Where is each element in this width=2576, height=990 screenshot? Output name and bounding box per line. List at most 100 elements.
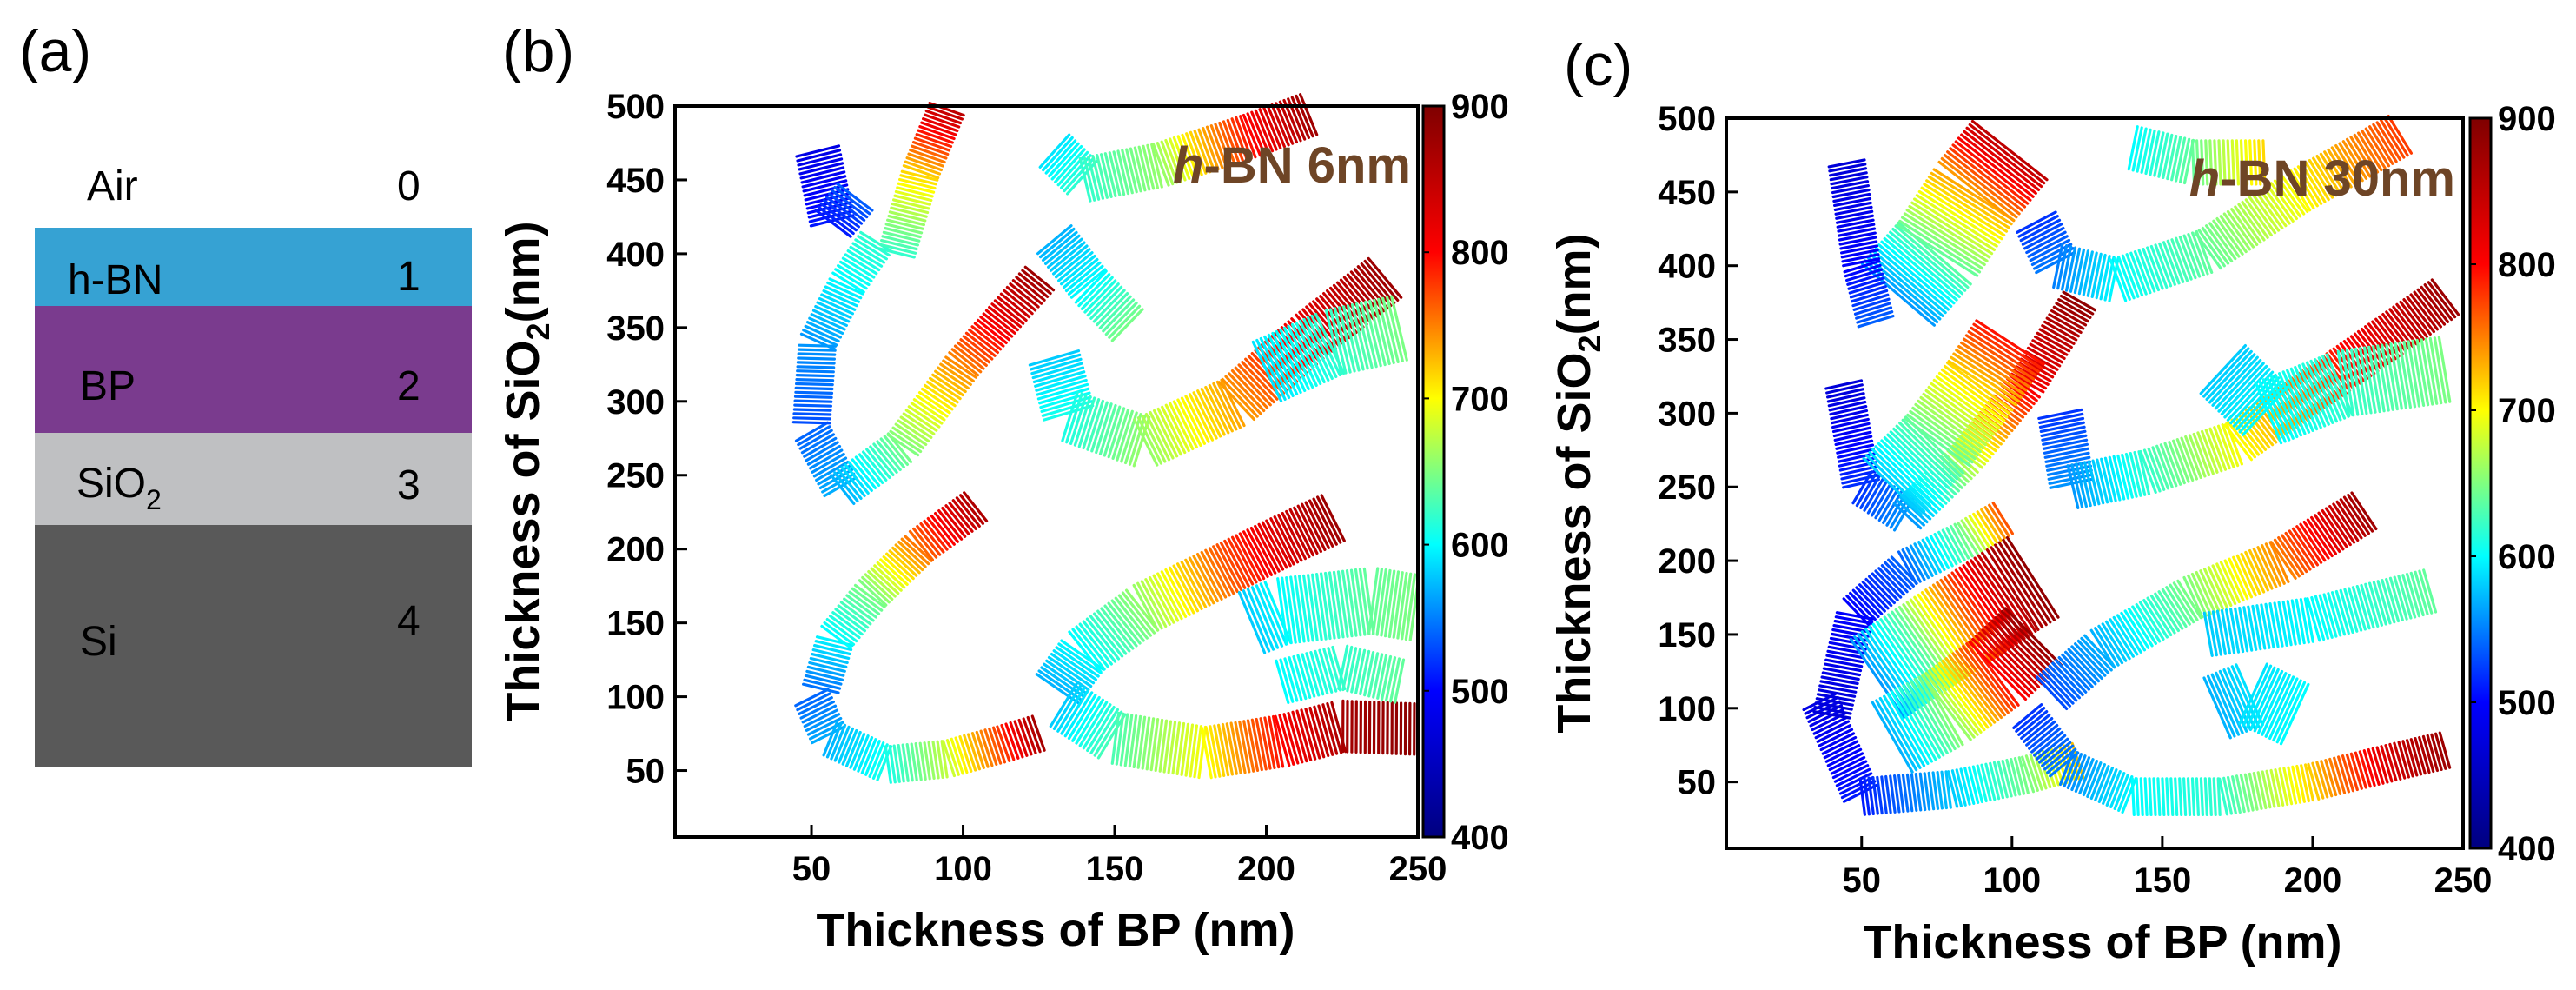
panel-c-band-5-hatch bbox=[2190, 572, 2212, 615]
panel-c-band-9-hatch bbox=[1866, 256, 1942, 321]
panel-c-band-9-hatch bbox=[1960, 133, 2037, 195]
panel-b-band-0-hatch bbox=[852, 734, 870, 771]
panel-c-band-11-hatch bbox=[2139, 449, 2157, 495]
panel-b-band-7-hatch bbox=[814, 305, 851, 323]
panel-b-band-13-hatch bbox=[1242, 113, 1262, 157]
panel-b-band-7-hatch bbox=[792, 412, 832, 416]
panel-b-band-10-hatch bbox=[1110, 308, 1144, 342]
panel-c-band-13-hatch bbox=[2166, 239, 2185, 283]
panel-b-band-10-hatch bbox=[1043, 234, 1081, 265]
panel-b-band-7-hatch bbox=[793, 403, 833, 408]
panel-c-band-11-hatch bbox=[2066, 464, 2080, 510]
panel-b-band-13-hatch bbox=[1218, 121, 1236, 165]
panel-b-band-6-hatch bbox=[923, 383, 957, 408]
panel-b-band-6-hatch bbox=[865, 448, 891, 480]
panel-b-band-12-hatch bbox=[882, 230, 921, 243]
panel-b-band-8-hatch bbox=[1116, 409, 1134, 462]
panel-b-band-7-hatch bbox=[793, 399, 833, 403]
panel-b-band-6-hatch bbox=[993, 299, 1025, 325]
panel-b-band-12-hatch bbox=[885, 218, 924, 230]
panel-b-y-tick-label: 300 bbox=[606, 383, 665, 422]
panel-b-band-3-hatch bbox=[1071, 695, 1101, 742]
panel-c-band-5-hatch bbox=[2061, 653, 2094, 688]
panel-c-band-2-hatch bbox=[1887, 613, 1944, 694]
panel-c-band-0-hatch bbox=[1824, 744, 1861, 763]
panel-c-band-0-hatch bbox=[1980, 763, 1992, 802]
panel-c-band-2-hatch bbox=[1990, 546, 2044, 629]
panel-c-band-4-hatch bbox=[2227, 775, 2237, 814]
panel-c-band-15-hatch bbox=[2140, 128, 2152, 174]
panel-c-band-5-hatch bbox=[2035, 675, 2069, 711]
panel-c-band-13-hatch bbox=[2293, 167, 2319, 208]
panel-c-band-4-hatch bbox=[2212, 777, 2217, 817]
panel-b-band-8-hatch bbox=[1082, 398, 1101, 450]
panel-b-band-8-hatch bbox=[1136, 416, 1163, 465]
panel-c-heatmap-bands bbox=[1802, 115, 2460, 817]
panel-c-band-6-hatch bbox=[2234, 607, 2245, 654]
panel-c-band-12-hatch bbox=[1844, 263, 1882, 278]
panel-c-band-4-hatch bbox=[2102, 767, 2118, 806]
panel-c-band-10-hatch bbox=[1862, 456, 1923, 516]
panel-b-band-9-hatch bbox=[1267, 333, 1299, 395]
panel-b-band-9-hatch bbox=[1279, 328, 1310, 390]
panel-c-band-10-hatch bbox=[1922, 392, 1990, 443]
panel-b-band-3-hatch bbox=[1242, 720, 1255, 773]
panel-b-band-12-hatch bbox=[887, 215, 926, 227]
panel-c-band-4-hatch bbox=[2066, 753, 2083, 790]
panel-c-band-9-hatch bbox=[1898, 219, 1982, 274]
panel-b-band-7-hatch bbox=[808, 316, 844, 335]
panel-c-colorbar-tick-label: 500 bbox=[2498, 684, 2556, 722]
panel-b-band-5-hatch bbox=[1305, 652, 1321, 697]
panel-c-band-8-hatch bbox=[1871, 482, 1892, 517]
panel-c-band-10-hatch bbox=[1960, 341, 2030, 389]
panel-b-band-8-hatch bbox=[1031, 362, 1083, 380]
panel-b-band-4-hatch bbox=[1349, 568, 1362, 637]
panel-b-band-3-hatch bbox=[1229, 721, 1242, 775]
panel-c-band-8-hatch bbox=[1841, 474, 1880, 485]
panel-b-band-8-hatch bbox=[1073, 395, 1092, 447]
panel-c-band-13-hatch bbox=[2334, 143, 2361, 184]
panel-b-band-2-hatch bbox=[1052, 649, 1098, 681]
panel-c-band-6-hatch bbox=[2401, 574, 2417, 619]
panel-c-band-15-hatch bbox=[2222, 139, 2227, 186]
panel-c-band-11-hatch bbox=[2420, 285, 2450, 323]
panel-b-band-2-hatch bbox=[1304, 501, 1331, 549]
panel-c-band-14-hatch bbox=[2261, 378, 2291, 442]
panel-c-band-4-hatch bbox=[2094, 764, 2110, 802]
panel-c-band-6-hatch bbox=[2295, 598, 2306, 645]
panel-c-band-11-hatch bbox=[2192, 432, 2211, 477]
panel-c-band-9-hatch bbox=[1946, 150, 2023, 212]
panel-c-band-4-hatch bbox=[2203, 777, 2208, 817]
panel-b-band-6-hatch bbox=[837, 468, 863, 501]
panel-b-band-10-hatch bbox=[1089, 285, 1123, 320]
panel-b-band-1-hatch bbox=[839, 601, 872, 626]
panel-c-band-14-hatch bbox=[2297, 364, 2327, 428]
panel-c-band-0-hatch bbox=[1830, 755, 1866, 775]
panel-c-band-13-hatch bbox=[2117, 256, 2136, 300]
panel-c-band-5-hatch bbox=[2211, 564, 2233, 608]
panel-c-band-1-hatch bbox=[1901, 548, 1922, 583]
panel-c-band-5-hatch bbox=[2295, 525, 2323, 564]
panel-b-band-3-hatch bbox=[1238, 720, 1251, 774]
panel-b-band-7-hatch bbox=[816, 301, 852, 319]
panel-c-band-15-hatch bbox=[2131, 126, 2143, 172]
panel-c-band-4 bbox=[2012, 703, 2452, 817]
panel-c-band-13-hatch bbox=[2016, 210, 2057, 234]
panel-b-band-0-hatch bbox=[988, 727, 1003, 765]
panel-b-band-13-hatch bbox=[1054, 148, 1086, 183]
panel-c-band-5-hatch bbox=[2076, 639, 2110, 674]
panel-c-band-10-hatch bbox=[1880, 439, 1941, 498]
panel-c-band-11-hatch bbox=[2103, 456, 2117, 502]
panel-b-band-11-hatch bbox=[836, 183, 874, 212]
panel-b-band-12-hatch bbox=[907, 152, 944, 168]
panel-b-band-5-hatch bbox=[1372, 653, 1384, 699]
panel-c-band-4-hatch bbox=[2139, 777, 2144, 817]
panel-b-band-0-hatch bbox=[1030, 714, 1046, 752]
panel-c-band-1-hatch bbox=[1828, 641, 1867, 651]
panel-b-band-2-hatch bbox=[1230, 535, 1258, 584]
panel-c-band-1-hatch bbox=[1868, 575, 1896, 605]
panel-c-band-0-hatch bbox=[1826, 747, 1863, 767]
panel-b-band-13-hatch bbox=[1266, 104, 1287, 149]
panel-b-band-2-hatch bbox=[1055, 646, 1100, 678]
